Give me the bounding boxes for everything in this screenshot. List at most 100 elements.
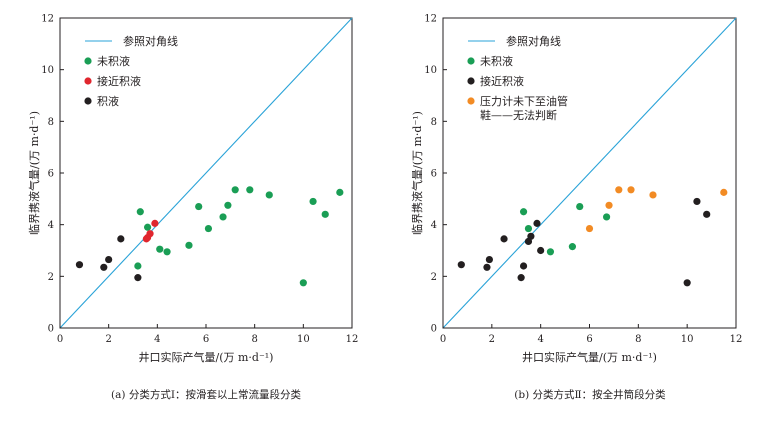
y-tick-label: 10: [424, 65, 437, 76]
data-point: [649, 191, 657, 199]
legend-marker: [84, 77, 92, 85]
data-point: [151, 219, 159, 227]
x-tick-label: 2: [105, 334, 111, 345]
x-axis-label: 井口实际产气量/(万 m·d⁻¹): [522, 350, 657, 364]
data-point: [321, 210, 329, 218]
legend-label: 参照对角线: [123, 34, 178, 48]
x-tick-label: 4: [154, 334, 160, 345]
data-point: [299, 279, 307, 287]
data-point: [156, 245, 164, 253]
y-tick-label: 2: [48, 272, 54, 283]
data-point: [519, 262, 528, 270]
data-point: [224, 201, 232, 209]
data-point: [627, 186, 635, 194]
data-point: [519, 208, 528, 216]
legend-label: 压力计未下至油管: [480, 94, 568, 108]
data-point: [585, 224, 594, 233]
y-tick-label: 8: [431, 117, 437, 128]
x-tick-label: 12: [346, 334, 359, 345]
data-point: [134, 262, 142, 270]
legend-label: 接近积液: [480, 74, 524, 88]
data-point: [568, 243, 577, 251]
x-tick-label: 12: [730, 334, 743, 345]
data-point: [231, 186, 239, 194]
data-point: [105, 255, 113, 264]
y-tick-label: 6: [431, 169, 437, 180]
data-point: [703, 210, 711, 218]
data-point: [693, 197, 701, 206]
data-point: [100, 263, 108, 271]
legend-label: 鞋——无法判断: [480, 108, 557, 122]
data-point: [720, 188, 728, 196]
chart-panel-b: 0 2 4 6 8 10 12 0 2 4 6 8 10 12 井口实际产气量/(万 m·d⁻¹) 临界携液气…: [410, 14, 742, 402]
y-tick-label: 12: [424, 14, 437, 25]
data-point: [204, 224, 213, 233]
x-tick-label: 6: [203, 334, 209, 345]
x-tick-label: 10: [297, 334, 310, 345]
data-point: [500, 235, 508, 243]
y-tick-label: 4: [431, 220, 437, 231]
data-point: [517, 274, 525, 282]
x-tick-label: 6: [586, 334, 592, 345]
data-point: [546, 248, 555, 256]
data-point: [483, 263, 491, 271]
reference-diagonal-line: [442, 17, 737, 329]
y-tick-label: 2: [431, 272, 437, 283]
data-point: [75, 261, 84, 269]
x-tick-label: 8: [635, 334, 641, 345]
chart-panel-a: 0 2 4 6 8 10 12 0 2 4 6 8 10 12 井口实际产气量/(万 m·d⁻¹) 临界携液气…: [27, 14, 358, 402]
data-point: [246, 186, 254, 194]
x-tick-label: 4: [537, 334, 543, 345]
data-point: [336, 188, 344, 196]
reference-diagonal-line: [59, 17, 353, 329]
figure-caption: (b) 分类方式Ⅱ：按全井筒段分类: [514, 388, 666, 401]
legend-label: 未积液: [480, 54, 513, 68]
data-point: [136, 208, 144, 216]
x-tick-label: 10: [681, 334, 694, 345]
legend-marker: [467, 57, 475, 65]
y-tick-label: 0: [431, 324, 437, 335]
y-tick-label: 10: [41, 65, 54, 76]
data-point: [683, 279, 691, 287]
data-point: [457, 261, 465, 269]
data-point: [615, 186, 623, 194]
y-tick-label: 8: [48, 117, 54, 128]
data-point: [537, 246, 545, 255]
legend-label: 积液: [97, 94, 119, 108]
data-point: [185, 241, 193, 249]
data-point: [485, 255, 493, 264]
data-point: [309, 197, 317, 206]
legend-marker: [467, 97, 475, 105]
y-axis-label: 临界携液气量/(万 m·d⁻¹): [410, 111, 424, 235]
legend-label: 接近积液: [97, 74, 141, 88]
y-tick-label: 0: [48, 324, 54, 335]
y-tick-label: 6: [48, 169, 54, 180]
data-point: [524, 224, 533, 233]
data-point: [533, 219, 541, 227]
x-tick-label: 2: [489, 334, 495, 345]
data-point: [117, 235, 125, 243]
data-point: [144, 223, 152, 231]
data-point: [527, 232, 535, 240]
legend-marker: [467, 77, 475, 85]
legend-marker: [84, 97, 92, 105]
y-axis-label: 临界携液气量/(万 m·d⁻¹): [27, 111, 41, 235]
data-point: [163, 248, 171, 256]
y-tick-label: 4: [48, 220, 54, 231]
x-tick-label: 8: [251, 334, 257, 345]
legend-label: 未积液: [97, 54, 130, 68]
data-point: [576, 202, 584, 211]
data-point: [195, 202, 203, 211]
data-point: [265, 191, 273, 199]
data-point: [602, 213, 611, 221]
x-axis-label: 井口实际产气量/(万 m·d⁻¹): [139, 350, 274, 364]
legend-marker: [84, 57, 92, 65]
data-point: [144, 233, 152, 242]
data-point: [219, 213, 227, 221]
x-tick-label: 0: [440, 334, 446, 345]
y-tick-label: 12: [41, 14, 54, 25]
legend-label: 参照对角线: [506, 34, 561, 48]
x-tick-label: 0: [57, 334, 63, 345]
